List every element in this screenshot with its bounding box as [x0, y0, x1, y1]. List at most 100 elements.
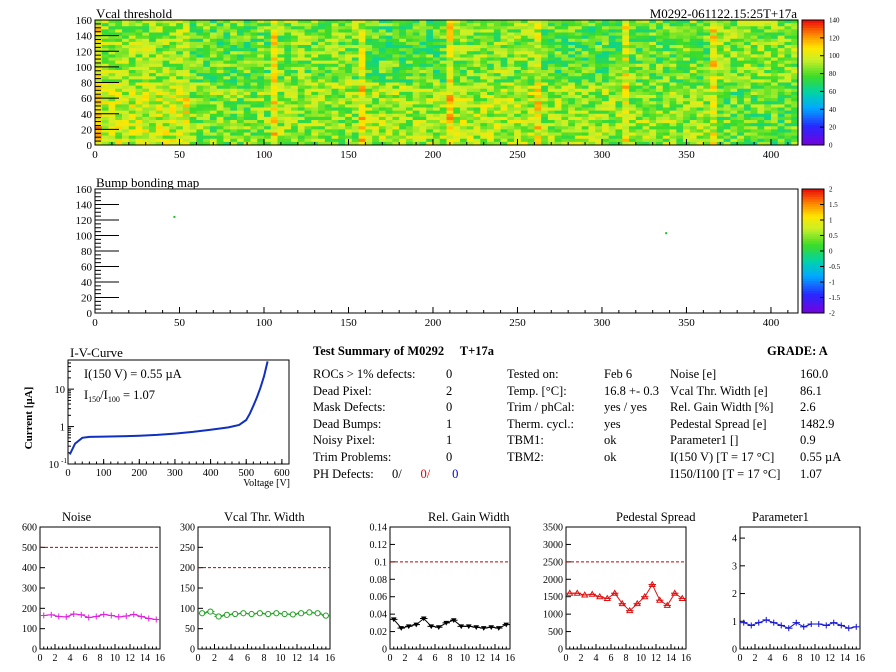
heatmap-cell [122, 32, 130, 36]
heatmap-cell [635, 79, 643, 83]
heatmap-cell [466, 129, 474, 133]
heatmap-cell [365, 29, 373, 33]
heatmap-cell [662, 132, 670, 136]
heatmap-cell [345, 73, 353, 77]
heatmap-cell [608, 23, 616, 27]
heatmap-cell [223, 85, 231, 90]
heatmap-cell [250, 23, 258, 27]
heatmap-cell [446, 20, 454, 24]
heatmap-cell [703, 70, 711, 74]
heatmap-cell [473, 51, 481, 55]
heatmap-cell [135, 60, 143, 65]
heatmap-cell [345, 48, 353, 52]
heatmap-cell [230, 120, 238, 124]
heatmap-cell [189, 95, 197, 99]
heatmap-cell [446, 48, 454, 52]
heatmap-cell [101, 113, 109, 118]
x-tick-label: 300 [594, 149, 611, 161]
heatmap-cell [372, 48, 380, 52]
heatmap-cell [250, 82, 258, 86]
heatmap-cell [176, 23, 184, 27]
heatmap-cell [757, 110, 765, 115]
heatmap-cell [243, 135, 251, 140]
heatmap-cell [345, 126, 353, 130]
heatmap-cell [723, 98, 731, 102]
heatmap-cell [622, 116, 630, 121]
heatmap-cell [405, 66, 414, 71]
heatmap-cell [257, 73, 265, 77]
heatmap-cell [622, 57, 630, 61]
heatmap-cell [135, 79, 143, 83]
heatmap-cell [115, 54, 123, 58]
heatmap-cell [135, 126, 143, 130]
heatmap-cell [696, 35, 704, 40]
heatmap-cell [568, 38, 576, 43]
heatmap-cell [656, 63, 664, 68]
heatmap-cell [209, 32, 218, 36]
heatmap-cell [419, 60, 427, 65]
x-tick-label: 16 [505, 653, 515, 664]
palette-band [802, 30, 824, 33]
heatmap-cell [595, 91, 603, 96]
heatmap-cell [520, 138, 528, 143]
heatmap-cell [432, 57, 441, 61]
heatmap-cell [777, 66, 785, 71]
heatmap-cell [541, 45, 549, 49]
heatmap-cell [676, 73, 684, 77]
heatmap-cell [622, 88, 630, 93]
heatmap-cell [723, 76, 731, 80]
heatmap-cell [432, 41, 441, 46]
heatmap-cell [182, 41, 190, 46]
heatmap-cell [297, 26, 305, 30]
heatmap-cell [432, 26, 441, 30]
heatmap-cell [662, 73, 670, 77]
heatmap-cell [230, 113, 238, 118]
heatmap-cell [196, 82, 204, 86]
heatmap-cell [419, 129, 427, 133]
heatmap-cell [297, 23, 305, 27]
heatmap-cell [757, 129, 765, 133]
heatmap-cell [257, 57, 265, 61]
heatmap-cell [426, 126, 434, 130]
heatmap-cell [358, 129, 366, 133]
palette-band [802, 50, 824, 53]
heatmap-cell [399, 138, 407, 143]
heatmap-cell [338, 57, 346, 61]
heatmap-cell [547, 29, 555, 33]
heatmap-cell [372, 113, 380, 118]
heatmap-cell [791, 51, 799, 55]
heatmap-cell [649, 79, 657, 83]
heatmap-cell [263, 129, 272, 133]
heatmap-cell [588, 48, 596, 52]
heatmap-cell [480, 38, 488, 43]
heatmap-cell [487, 57, 495, 61]
heatmap-cell [365, 138, 373, 143]
heatmap-cell [595, 66, 603, 71]
heatmap-cell [514, 132, 522, 136]
data-point [405, 624, 412, 630]
heatmap-cell [209, 129, 218, 133]
heatmap-cell [297, 98, 305, 102]
heatmap-cell [662, 104, 670, 108]
heatmap-cell [716, 60, 724, 65]
heatmap-cell [520, 132, 528, 136]
heatmap-cell [622, 129, 630, 133]
heatmap-cell [378, 120, 387, 124]
y-tick-label: 100 [180, 604, 195, 615]
heatmap-cell [196, 79, 204, 83]
heatmap-cell [209, 63, 218, 68]
heatmap-cell [581, 51, 589, 55]
heatmap-cell [547, 88, 555, 93]
heatmap-cell [791, 104, 799, 108]
heatmap-cell [662, 20, 670, 24]
heatmap-cell [520, 82, 528, 86]
heatmap-cell [743, 51, 752, 55]
y-tick-label: 600 [22, 523, 37, 534]
heatmap-cell [209, 26, 218, 30]
heatmap-cell [236, 135, 245, 140]
heatmap-cell [115, 41, 123, 46]
heatmap-cell [196, 70, 204, 74]
heatmap-cell [574, 120, 583, 124]
heatmap-cell [311, 26, 319, 30]
heatmap-cell [649, 57, 657, 61]
